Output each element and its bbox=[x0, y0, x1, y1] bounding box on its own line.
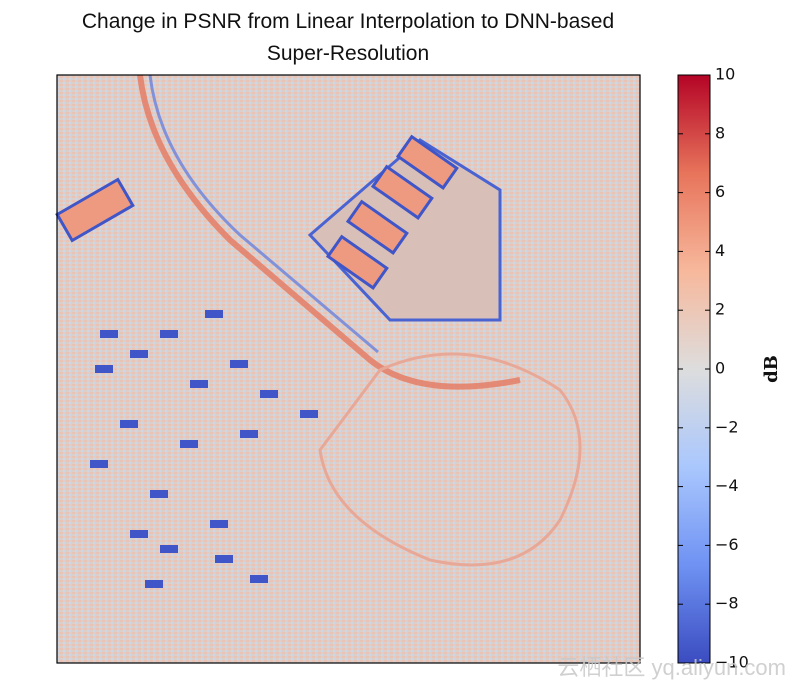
colorbar bbox=[677, 74, 711, 664]
colorbar-tick-label: 8 bbox=[715, 123, 725, 142]
colorbar-tick-label: 10 bbox=[715, 65, 735, 84]
colorbar-tick-label: −2 bbox=[715, 417, 739, 436]
heatmap-image bbox=[55, 74, 641, 664]
colorbar-tick-label: −8 bbox=[715, 594, 739, 613]
colorbar-tick-label: 2 bbox=[715, 300, 725, 319]
colorbar-tick-label: −10 bbox=[715, 653, 749, 672]
colorbar-tick-label: 0 bbox=[715, 359, 725, 378]
watermark: 云栖社区 yq.aliyun.com bbox=[557, 655, 786, 680]
colorbar-label: dB bbox=[761, 355, 782, 383]
colorbar-tick-label: −4 bbox=[715, 476, 739, 495]
colorbar-tick-label: 4 bbox=[715, 241, 725, 260]
colorbar-tick-label: −6 bbox=[715, 535, 739, 554]
colorbar-gradient bbox=[677, 74, 711, 664]
colorbar-tick-label: 6 bbox=[715, 182, 725, 201]
chart-title: Change in PSNR from Linear Interpolation… bbox=[81, 10, 615, 65]
